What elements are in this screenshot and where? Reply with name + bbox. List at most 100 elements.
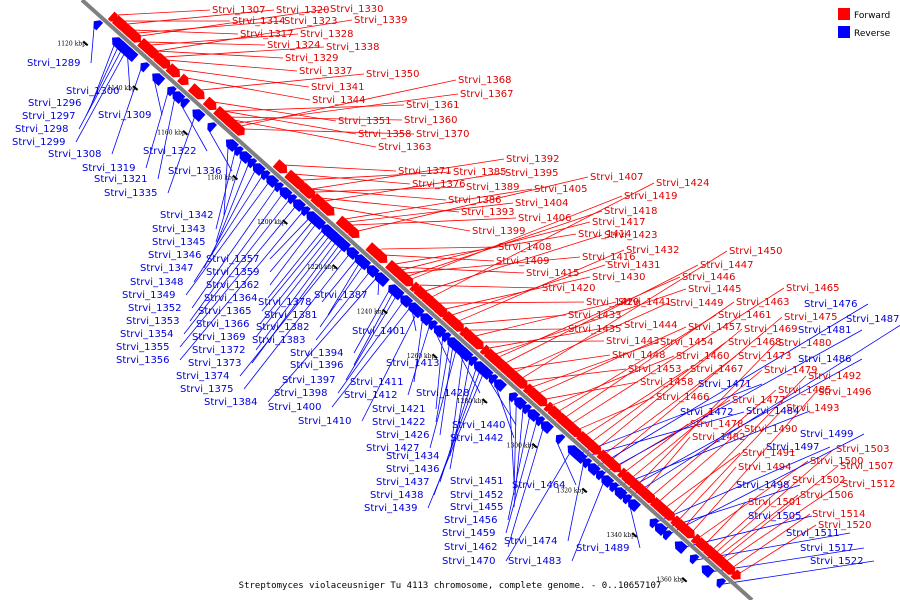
- reverse-gene-label[interactable]: Strvi_1348: [130, 277, 184, 288]
- reverse-gene[interactable]: [285, 192, 298, 205]
- reverse-gene-label[interactable]: Strvi_1426: [376, 430, 430, 441]
- reverse-gene[interactable]: [439, 330, 452, 343]
- forward-gene-label[interactable]: Strvi_1478: [690, 419, 744, 430]
- reverse-gene-label[interactable]: Strvi_1362: [206, 280, 260, 291]
- forward-gene-label[interactable]: Strvi_1441: [618, 297, 672, 308]
- forward-gene-label[interactable]: Strvi_1338: [326, 42, 380, 53]
- forward-gene[interactable]: [202, 96, 220, 114]
- forward-gene[interactable]: [130, 32, 144, 45]
- reverse-gene-label[interactable]: Strvi_1438: [370, 490, 424, 501]
- reverse-gene-label[interactable]: Strvi_1308: [48, 149, 102, 160]
- reverse-gene[interactable]: [584, 460, 601, 477]
- forward-gene[interactable]: [373, 249, 391, 267]
- reverse-gene-label[interactable]: Strvi_1474: [504, 536, 558, 547]
- forward-gene[interactable]: [600, 452, 620, 471]
- reverse-gene-label[interactable]: Strvi_1400: [268, 402, 322, 413]
- reverse-gene-label[interactable]: Strvi_1297: [22, 111, 76, 122]
- forward-gene-label[interactable]: Strvi_1443: [606, 336, 660, 347]
- reverse-gene-label[interactable]: Strvi_1522: [810, 556, 864, 567]
- forward-gene-label[interactable]: Strvi_1491: [742, 448, 796, 459]
- forward-gene-label[interactable]: Strvi_1446: [682, 272, 736, 283]
- reverse-gene[interactable]: [338, 240, 351, 253]
- reverse-gene[interactable]: [511, 394, 528, 411]
- forward-gene-label[interactable]: Strvi_1460: [676, 351, 730, 362]
- forward-gene-label[interactable]: Strvi_1320: [276, 5, 330, 16]
- forward-gene-label[interactable]: Strvi_1506: [800, 490, 854, 501]
- forward-gene-label[interactable]: Strvi_1473: [738, 351, 792, 362]
- forward-gene[interactable]: [401, 274, 417, 289]
- reverse-gene[interactable]: [571, 448, 588, 465]
- reverse-gene-label[interactable]: Strvi_1497: [766, 442, 820, 453]
- reverse-gene-label[interactable]: Strvi_1342: [160, 210, 214, 221]
- forward-gene[interactable]: [213, 105, 229, 122]
- reverse-gene[interactable]: [506, 390, 519, 403]
- reverse-gene[interactable]: [412, 306, 425, 319]
- reverse-gene-label[interactable]: Strvi_1484: [746, 406, 800, 417]
- forward-gene-label[interactable]: Strvi_1449: [670, 298, 724, 309]
- reverse-gene-label[interactable]: Strvi_1355: [116, 342, 170, 353]
- forward-gene-label[interactable]: Strvi_1500: [810, 456, 864, 467]
- reverse-gene-label[interactable]: Strvi_1335: [104, 188, 158, 199]
- reverse-gene[interactable]: [430, 322, 447, 339]
- reverse-gene[interactable]: [263, 172, 280, 189]
- reverse-gene-label[interactable]: Strvi_1451: [450, 476, 504, 487]
- reverse-gene-label[interactable]: Strvi_1505: [748, 511, 802, 522]
- forward-gene-label[interactable]: Strvi_1385: [453, 167, 507, 178]
- reverse-gene-label[interactable]: Strvi_1442: [450, 433, 504, 444]
- forward-gene-label[interactable]: Strvi_1433: [568, 310, 622, 321]
- reverse-gene[interactable]: [651, 520, 668, 537]
- forward-gene-label[interactable]: Strvi_1424: [656, 178, 710, 189]
- forward-gene[interactable]: [588, 441, 604, 458]
- reverse-gene-label[interactable]: Strvi_1346: [148, 250, 202, 261]
- reverse-gene-label[interactable]: Strvi_1298: [15, 124, 69, 135]
- reverse-gene-label[interactable]: Strvi_1319: [82, 163, 136, 174]
- reverse-gene-label[interactable]: Strvi_1452: [450, 490, 504, 501]
- forward-gene-label[interactable]: Strvi_1418: [604, 206, 658, 217]
- reverse-gene-label[interactable]: Strvi_1498: [736, 480, 790, 491]
- reverse-gene[interactable]: [611, 484, 628, 501]
- reverse-gene[interactable]: [553, 432, 566, 445]
- forward-gene-label[interactable]: Strvi_1386: [448, 195, 502, 206]
- reverse-gene[interactable]: [486, 372, 499, 385]
- forward-gene-label[interactable]: Strvi_1419: [624, 191, 678, 202]
- reverse-gene-label[interactable]: Strvi_1289: [27, 58, 81, 69]
- forward-gene[interactable]: [177, 73, 192, 89]
- reverse-gene[interactable]: [580, 456, 593, 469]
- forward-gene[interactable]: [479, 344, 493, 358]
- forward-gene-label[interactable]: Strvi_1399: [472, 226, 526, 237]
- reverse-gene[interactable]: [466, 354, 479, 367]
- forward-gene-label[interactable]: Strvi_1370: [416, 129, 470, 140]
- forward-gene-label[interactable]: Strvi_1344: [312, 95, 366, 106]
- reverse-gene-label[interactable]: Strvi_1374: [176, 371, 230, 382]
- forward-gene-label[interactable]: Strvi_1414: [578, 229, 632, 240]
- reverse-gene-label[interactable]: Strvi_1476: [804, 299, 858, 310]
- forward-gene-label[interactable]: Strvi_1458: [640, 377, 694, 388]
- reverse-gene-label[interactable]: Strvi_1483: [508, 556, 562, 567]
- reverse-gene-label[interactable]: Strvi_1422: [372, 417, 426, 428]
- reverse-gene[interactable]: [169, 88, 186, 105]
- reverse-gene[interactable]: [373, 271, 390, 288]
- reverse-gene-label[interactable]: Strvi_1381: [264, 310, 318, 321]
- reverse-gene[interactable]: [425, 318, 439, 331]
- forward-gene-label[interactable]: Strvi_1468: [728, 337, 782, 348]
- reverse-gene[interactable]: [204, 120, 217, 133]
- reverse-gene-label[interactable]: Strvi_1401: [352, 326, 406, 337]
- forward-gene[interactable]: [335, 215, 349, 229]
- reverse-gene-label[interactable]: Strvi_1349: [122, 290, 176, 301]
- forward-gene-label[interactable]: Strvi_1496: [818, 387, 872, 398]
- forward-gene-label[interactable]: Strvi_1392: [506, 154, 560, 165]
- reverse-gene[interactable]: [164, 84, 177, 97]
- reverse-gene-label[interactable]: Strvi_1398: [274, 388, 328, 399]
- reverse-gene-label[interactable]: Strvi_1347: [140, 263, 194, 274]
- reverse-gene[interactable]: [714, 576, 727, 589]
- reverse-gene[interactable]: [189, 106, 206, 123]
- forward-gene[interactable]: [463, 329, 482, 348]
- forward-gene[interactable]: [662, 507, 678, 524]
- forward-gene[interactable]: [288, 173, 308, 192]
- forward-gene[interactable]: [722, 561, 738, 578]
- reverse-gene-label[interactable]: Strvi_1321: [94, 174, 148, 185]
- reverse-gene-label[interactable]: Strvi_1487: [846, 314, 900, 325]
- forward-gene[interactable]: [339, 219, 358, 236]
- forward-gene-label[interactable]: Strvi_1454: [660, 337, 714, 348]
- forward-gene-label[interactable]: Strvi_1479: [764, 365, 818, 376]
